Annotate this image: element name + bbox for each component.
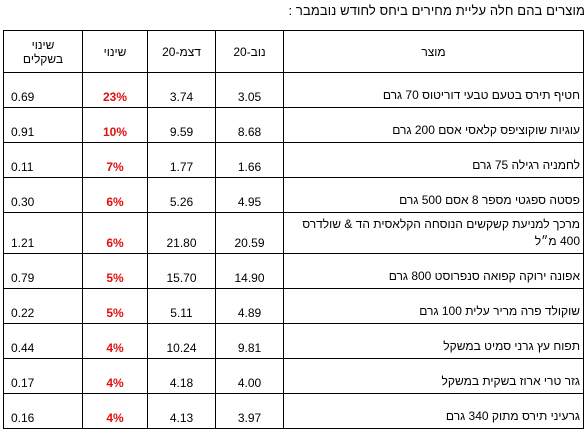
- table-row: 0.22 5% 5.11 4.89 שוקולד פרה מריר עלית 1…: [3, 288, 584, 324]
- product-cell: שוקולד פרה מריר עלית 100 גרם: [283, 288, 584, 324]
- shekel-change-cell: 0.69: [3, 72, 83, 108]
- dec-price-cell: 21.80: [147, 212, 216, 254]
- nov-price-cell: 4.95: [215, 177, 284, 213]
- shekel-change-cell: 1.21: [3, 212, 83, 254]
- shekel-change-cell: 0.16: [3, 393, 83, 429]
- table-header-row: שינוי בשקלים שינוי דצמ-20 נוב-20 מוצר: [3, 30, 584, 73]
- pct-change-cell: 4%: [82, 323, 148, 359]
- pct-change-cell: 6%: [82, 177, 148, 213]
- pct-change-cell: 7%: [82, 142, 148, 178]
- dec-price-cell: 3.74: [147, 72, 216, 108]
- product-cell: פסטה ספגטי מספר 8 אסם 500 גרם: [283, 177, 584, 213]
- table-row: 0.69 23% 3.74 3.05 חטיף תירס בטעם טבעי ד…: [3, 72, 584, 108]
- nov-price-cell: 3.05: [215, 72, 284, 108]
- table-row: 0.44 4% 10.24 9.81 תפוח עץ גרני סמיט במש…: [3, 323, 584, 359]
- header-nov: נוב-20: [215, 30, 284, 73]
- product-cell: גרעיני תירס מתוק 340 גרם: [283, 393, 584, 429]
- dec-price-cell: 15.70: [147, 253, 216, 289]
- dec-price-cell: 4.18: [147, 358, 216, 394]
- shekel-change-cell: 0.91: [3, 107, 83, 143]
- pct-change-cell: 6%: [82, 212, 148, 254]
- nov-price-cell: 20.59: [215, 212, 284, 254]
- product-cell: עוגיות שוקוציפס קלאסי אסם 200 גרם: [283, 107, 584, 143]
- pct-change-cell: 10%: [82, 107, 148, 143]
- table-row: 0.17 4% 4.18 4.00 גזר טרי ארוז בשקית במש…: [3, 358, 584, 394]
- nov-price-cell: 3.97: [215, 393, 284, 429]
- dec-price-cell: 10.24: [147, 323, 216, 359]
- shekel-change-cell: 0.17: [3, 358, 83, 394]
- header-pct-change: שינוי: [82, 30, 148, 73]
- nov-price-cell: 14.90: [215, 253, 284, 289]
- dec-price-cell: 9.59: [147, 107, 216, 143]
- shekel-change-cell: 0.79: [3, 253, 83, 289]
- nov-price-cell: 4.89: [215, 288, 284, 324]
- shekel-change-cell: 0.11: [3, 142, 83, 178]
- product-cell: חטיף תירס בטעם טבעי דוריטוס 70 גרם: [283, 72, 584, 108]
- product-cell: לחמניה רגילה 75 גרם: [283, 142, 584, 178]
- dec-price-cell: 5.26: [147, 177, 216, 213]
- shekel-change-cell: 0.30: [3, 177, 83, 213]
- nov-price-cell: 1.66: [215, 142, 284, 178]
- pct-change-cell: 4%: [82, 358, 148, 394]
- table-row: 0.91 10% 9.59 8.68 עוגיות שוקוציפס קלאסי…: [3, 107, 584, 143]
- dec-price-cell: 4.13: [147, 393, 216, 429]
- product-cell: תפוח עץ גרני סמיט במשקל: [283, 323, 584, 359]
- nov-price-cell: 8.68: [215, 107, 284, 143]
- pct-change-cell: 5%: [82, 253, 148, 289]
- dec-price-cell: 5.11: [147, 288, 216, 324]
- header-product: מוצר: [283, 30, 584, 73]
- dec-price-cell: 1.77: [147, 142, 216, 178]
- page-title: מוצרים בהם חלה עליית מחירים ביחס לחודש נ…: [288, 3, 585, 18]
- table-row: 0.16 4% 4.13 3.97 גרעיני תירס מתוק 340 ג…: [3, 393, 584, 429]
- table-row: 1.21 6% 21.80 20.59 מרכך למניעת קשקשים ה…: [3, 212, 584, 254]
- pct-change-cell: 4%: [82, 393, 148, 429]
- header-dec: דצמ-20: [147, 30, 216, 73]
- product-cell: אפונה ירוקה קפואה סנפרוסט 800 גרם: [283, 253, 584, 289]
- table-row: 0.79 5% 15.70 14.90 אפונה ירוקה קפואה סנ…: [3, 253, 584, 289]
- table-row: 0.30 6% 5.26 4.95 פסטה ספגטי מספר 8 אסם …: [3, 177, 584, 213]
- header-shekel-change: שינוי בשקלים: [3, 30, 83, 73]
- pct-change-cell: 5%: [82, 288, 148, 324]
- nov-price-cell: 4.00: [215, 358, 284, 394]
- product-cell: מרכך למניעת קשקשים הנוסחה הקלאסית הד & ש…: [283, 212, 584, 254]
- table-row: 0.11 7% 1.77 1.66 לחמניה רגילה 75 גרם: [3, 142, 584, 178]
- shekel-change-cell: 0.44: [3, 323, 83, 359]
- pct-change-cell: 23%: [82, 72, 148, 108]
- nov-price-cell: 9.81: [215, 323, 284, 359]
- product-cell: גזר טרי ארוז בשקית במשקל: [283, 358, 584, 394]
- price-increase-table: שינוי בשקלים שינוי דצמ-20 נוב-20 מוצר 0.…: [3, 30, 584, 429]
- shekel-change-cell: 0.22: [3, 288, 83, 324]
